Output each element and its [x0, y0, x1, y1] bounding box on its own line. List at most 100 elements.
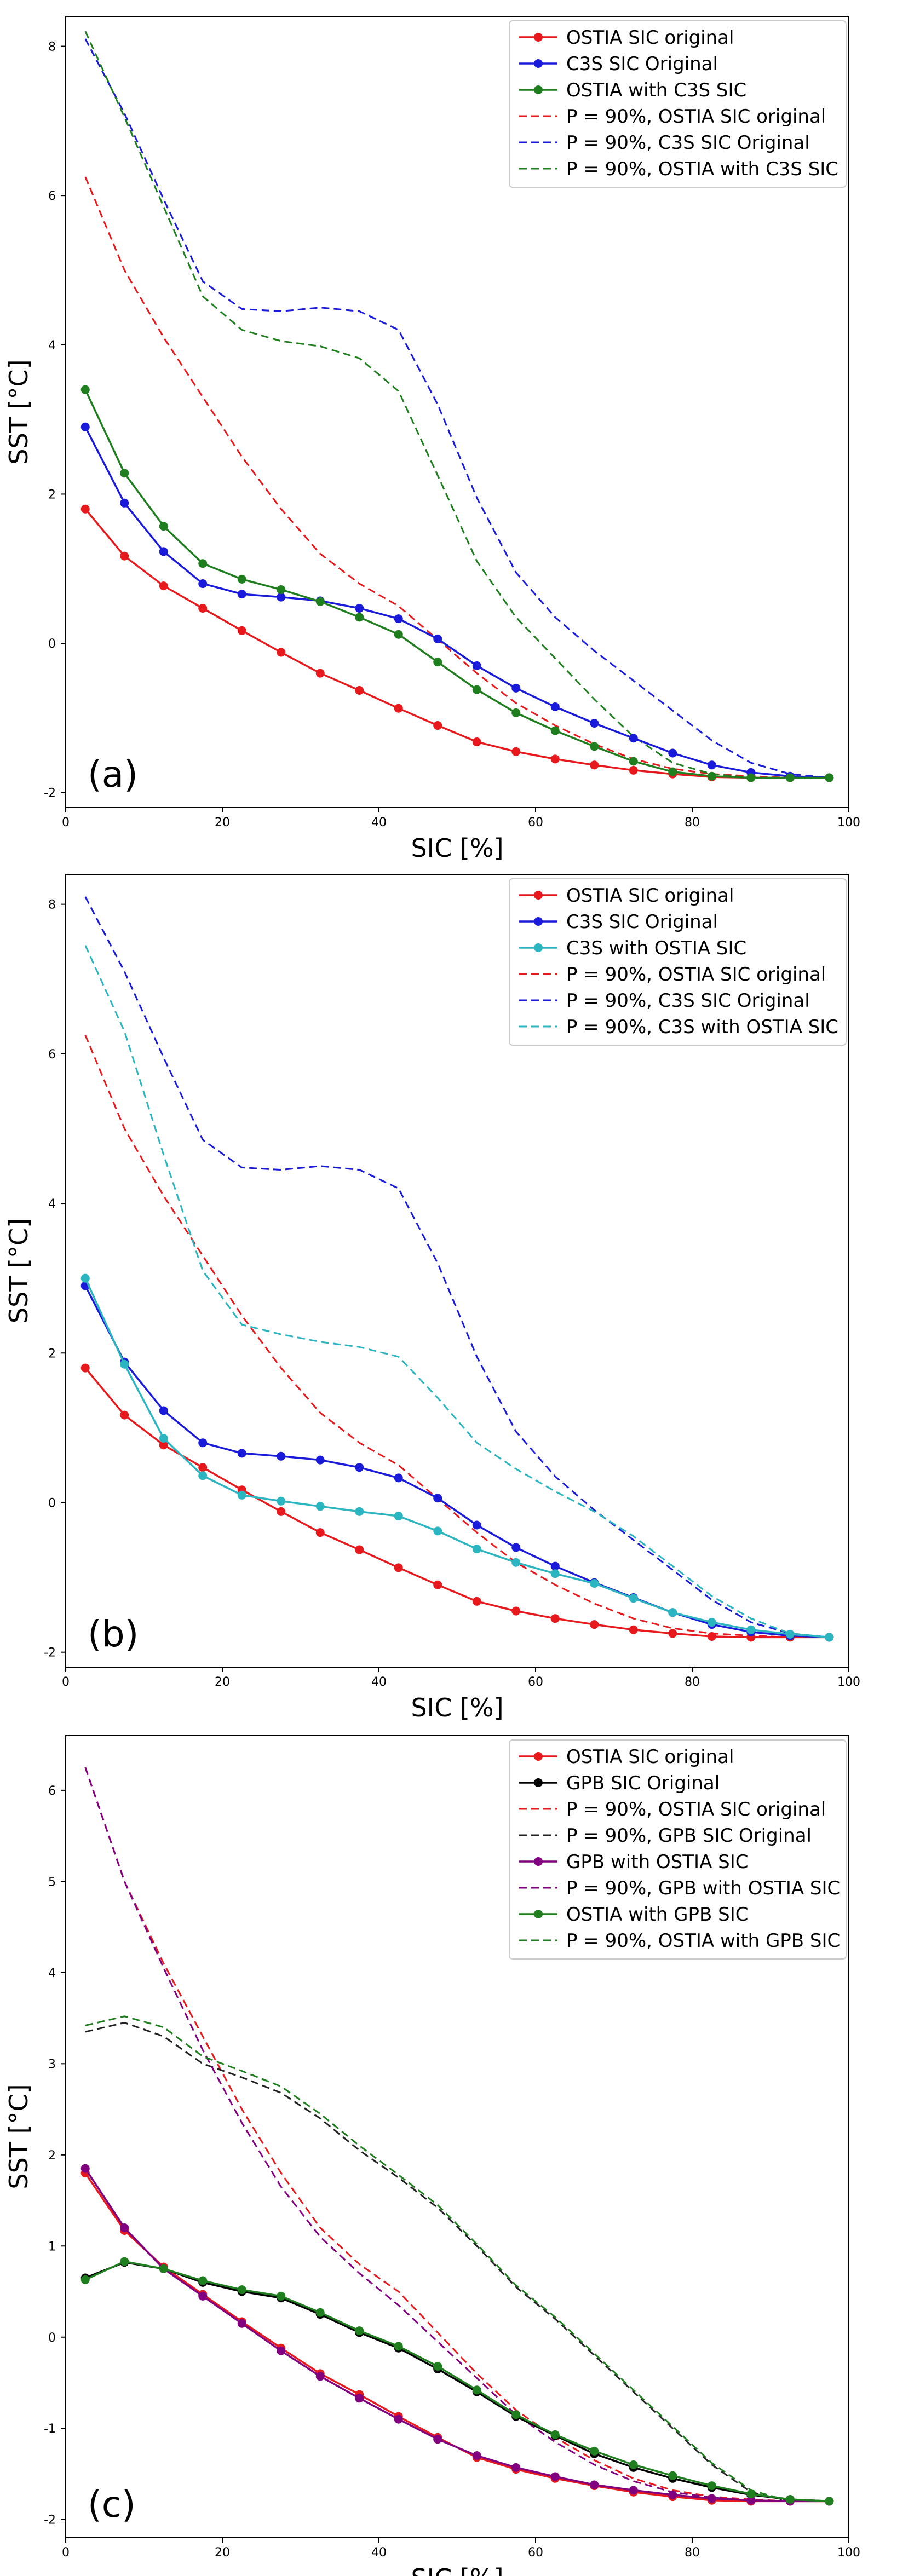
data-point	[511, 708, 521, 717]
data-point	[550, 702, 560, 711]
data-point	[433, 2362, 442, 2371]
y-tick-label: 0	[48, 2331, 56, 2345]
data-point	[511, 1543, 521, 1552]
data-point	[550, 1614, 560, 1623]
legend-label: P = 90%, OSTIA with GPB SIC	[566, 1930, 840, 1952]
y-tick-label: 2	[48, 2149, 56, 2163]
legend-item: P = 90%, GPB with OSTIA SIC	[519, 1877, 840, 1899]
data-point	[277, 2291, 286, 2301]
series-line	[85, 2261, 830, 2503]
x-tick-label: 80	[685, 1675, 700, 1689]
data-point	[159, 1440, 168, 1450]
data-point	[120, 498, 129, 508]
legend-item: GPB with OSTIA SIC	[519, 1851, 748, 1873]
data-point	[355, 685, 364, 695]
data-point	[394, 1563, 403, 1572]
legend-item: C3S SIC Original	[519, 911, 718, 933]
legend-item: P = 90%, OSTIA with C3S SIC	[519, 158, 838, 180]
x-tick-label: 100	[837, 1675, 860, 1689]
data-point	[746, 1625, 756, 1634]
data-point	[472, 2451, 481, 2460]
data-point	[277, 2346, 286, 2355]
data-point	[355, 2394, 364, 2403]
legend-label: P = 90%, OSTIA SIC original	[566, 106, 826, 128]
x-tick-label: 60	[528, 1675, 543, 1689]
data-point	[81, 422, 90, 431]
series-line-dashed	[84, 896, 830, 1638]
data-point	[668, 1629, 677, 1638]
legend-marker	[534, 943, 543, 952]
data-point	[355, 1545, 364, 1554]
data-point	[159, 547, 168, 556]
data-point	[668, 748, 677, 758]
x-tick-label: 20	[215, 1675, 230, 1689]
legend-item: C3S with OSTIA SIC	[519, 937, 746, 959]
data-point	[237, 2285, 246, 2295]
data-point	[315, 1455, 325, 1465]
legend-item: GPB SIC Original	[519, 1772, 720, 1794]
legend-item: P = 90%, OSTIA SIC original	[519, 964, 826, 986]
series-line-dashed	[85, 2021, 830, 2502]
legend-label: C3S with OSTIA SIC	[566, 937, 746, 959]
data-point	[550, 726, 560, 735]
data-point	[198, 579, 208, 589]
data-point	[355, 1507, 364, 1516]
legend-label: P = 90%, OSTIA SIC original	[566, 1799, 826, 1820]
series-line	[84, 2168, 830, 2503]
data-point	[237, 590, 246, 599]
data-point	[394, 704, 403, 713]
data-point	[355, 613, 364, 622]
data-point	[746, 2489, 756, 2499]
data-point	[315, 1502, 325, 1511]
legend-label: P = 90%, C3S SIC Original	[566, 990, 810, 1012]
y-tick-label: 6	[48, 1784, 56, 1798]
data-point	[81, 1273, 90, 1283]
data-point	[668, 2490, 677, 2499]
legend-label: OSTIA SIC original	[566, 885, 734, 907]
data-point	[629, 757, 638, 766]
series-line	[84, 1277, 830, 1639]
data-point	[277, 592, 286, 602]
series-line-dashed	[84, 945, 830, 1638]
data-point	[511, 683, 521, 693]
y-tick-label: 2	[48, 1347, 56, 1361]
legend: OSTIA SIC original GPB SIC Original P = 90…	[509, 1739, 847, 1960]
data-point	[511, 2410, 521, 2419]
panel-label: (c)	[88, 2483, 136, 2526]
x-tick-label: 0	[62, 816, 70, 829]
legend-box	[509, 20, 847, 188]
legend-item: OSTIA with C3S SIC	[519, 79, 746, 101]
legend-label: P = 90%, C3S with OSTIA SIC	[566, 1016, 838, 1038]
data-point	[629, 1594, 638, 1603]
x-tick-label: 100	[837, 816, 860, 829]
data-point	[746, 2496, 756, 2505]
series-line-dashed	[84, 1035, 830, 1638]
data-point	[629, 1625, 638, 1634]
legend-item: P = 90%, OSTIA SIC original	[519, 1799, 826, 1820]
y-tick-label: -1	[44, 2422, 56, 2436]
series-line-dashed	[84, 31, 830, 779]
data-point	[472, 1520, 481, 1530]
x-tick-label: 60	[528, 2546, 543, 2560]
series-line-dashed	[84, 38, 830, 779]
data-point	[198, 604, 208, 613]
y-tick-label: 0	[48, 637, 56, 651]
legend-item: C3S SIC Original	[519, 53, 718, 75]
legend-box	[509, 878, 847, 1046]
y-tick-label: 4	[48, 339, 56, 353]
data-point	[237, 626, 246, 635]
data-point	[198, 559, 208, 568]
data-point	[355, 604, 364, 613]
legend-label: P = 90%, OSTIA SIC original	[566, 964, 826, 986]
legend-item: P = 90%, OSTIA with GPB SIC	[519, 1930, 840, 1952]
data-point	[394, 2414, 403, 2424]
data-point	[277, 648, 286, 657]
legend-marker	[534, 33, 543, 42]
legend-marker	[534, 891, 543, 900]
series-line-dashed	[84, 176, 830, 779]
data-point	[668, 2471, 677, 2480]
x-axis-label: SIC [%]	[411, 833, 503, 863]
data-point	[159, 2264, 168, 2273]
legend-item: OSTIA SIC original	[519, 885, 734, 907]
